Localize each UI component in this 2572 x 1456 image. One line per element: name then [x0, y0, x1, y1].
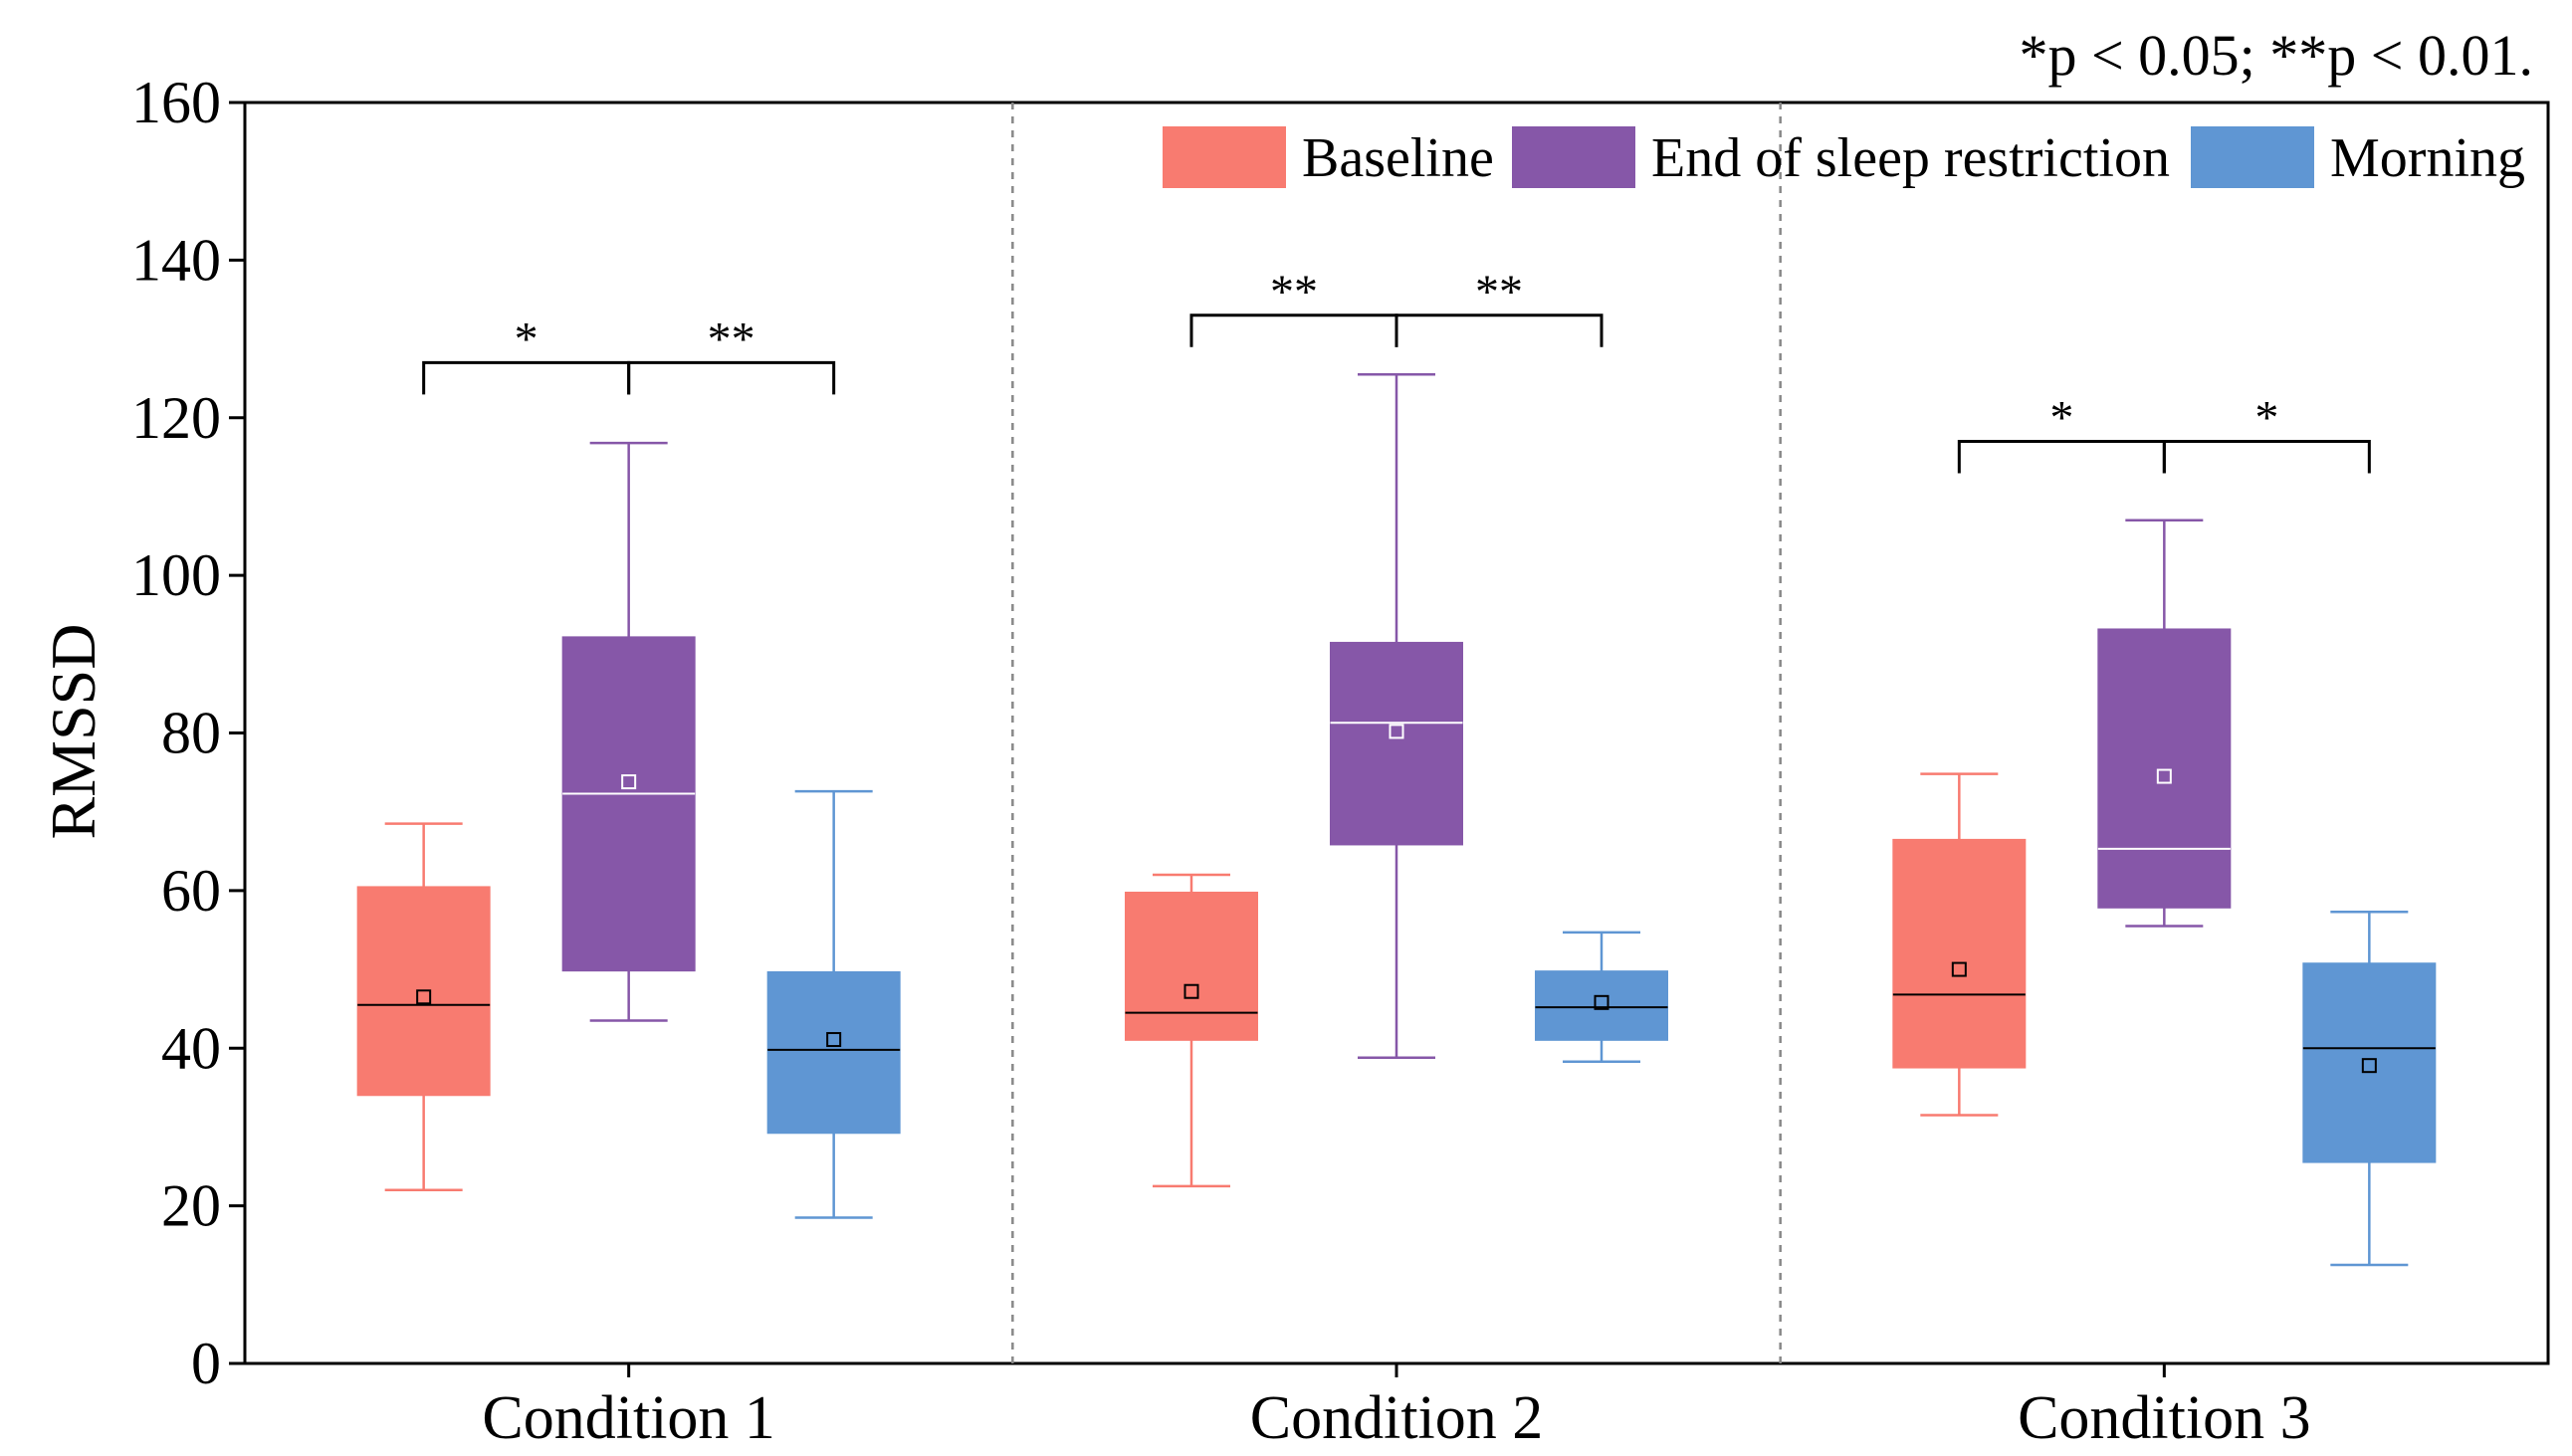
mean-marker	[1951, 961, 1967, 977]
bracket-line	[1394, 313, 1604, 347]
box-0-0	[356, 822, 491, 1192]
box-2-0	[766, 789, 901, 1219]
significance-note: *p < 0.05; **p < 0.01.	[2019, 23, 2533, 88]
x-category-label: Condition 1	[482, 1384, 775, 1452]
legend-swatch	[1163, 126, 1286, 188]
legend-item: Baseline	[1163, 126, 1494, 189]
legend-item: Morning	[2191, 126, 2525, 189]
significance-bracket: **	[1189, 266, 1398, 347]
box-iqr	[2097, 628, 2232, 909]
significance-label: *	[2254, 392, 2278, 445]
significance-bracket: **	[627, 312, 836, 395]
legend-label: Morning	[2330, 127, 2525, 189]
significance-bracket: *	[422, 312, 631, 395]
significance-label: *	[515, 312, 538, 365]
y-tick-label: 160	[131, 70, 221, 135]
significance-bracket: *	[1957, 392, 2166, 474]
condition-dividers	[1011, 103, 1782, 1363]
legend-item: End of sleep restriction	[1512, 126, 2170, 189]
mean-marker	[2156, 768, 2172, 784]
y-tick-label: 60	[161, 858, 221, 924]
axes-group: 0 20 40 60 80 100 120 140 160 Condition 1 Conditio…	[131, 70, 2550, 1452]
significance-label: *	[2049, 392, 2073, 445]
significance-bracket: *	[2162, 392, 2371, 474]
mean-marker	[621, 774, 637, 790]
box-2-1	[1535, 931, 1668, 1063]
mean-marker	[416, 989, 432, 1005]
legend-swatch	[1512, 126, 1635, 188]
significance-label: **	[708, 312, 755, 365]
x-category-label: Condition 2	[1250, 1384, 1544, 1452]
box-iqr	[1330, 641, 1463, 846]
significance-bracket: **	[1394, 266, 1604, 347]
boxes-group	[356, 372, 2437, 1267]
bracket-line	[422, 360, 631, 395]
mean-marker	[2361, 1058, 2377, 1074]
mean-marker	[826, 1032, 842, 1048]
y-tick-label: 0	[191, 1331, 221, 1396]
y-tick-label: 140	[131, 227, 221, 293]
y-axis-label: RMSSD	[38, 624, 108, 840]
significance-label: **	[1475, 266, 1523, 318]
mean-marker	[1183, 983, 1199, 999]
bracket-line	[2162, 440, 2371, 474]
y-tick-label: 20	[161, 1173, 221, 1239]
mean-marker	[1594, 994, 1609, 1010]
box-iqr	[1535, 970, 1668, 1041]
y-tick-label: 80	[161, 701, 221, 766]
bracket-line	[627, 360, 836, 395]
box-0-1	[1125, 873, 1258, 1188]
bracket-line	[1957, 440, 2166, 474]
y-tick-label: 120	[131, 385, 221, 451]
box-0-2	[1892, 772, 2027, 1117]
bracket-line	[1189, 313, 1398, 347]
significance-group: * **** *** *	[422, 266, 2371, 474]
box-1-2	[2097, 519, 2232, 928]
box-2-2	[2302, 911, 2437, 1267]
significance-label: **	[1270, 266, 1318, 318]
box-1-1	[1330, 372, 1463, 1060]
y-tick-label: 40	[161, 1015, 221, 1081]
box-iqr	[766, 970, 901, 1135]
y-tick-label: 100	[131, 542, 221, 608]
box-iqr	[1125, 891, 1258, 1041]
box-iqr	[561, 636, 696, 972]
legend-label: Baseline	[1302, 127, 1494, 189]
box-iqr	[2302, 962, 2437, 1163]
legend: Baseline End of sleep restriction Morning	[1163, 126, 2525, 189]
x-category-label: Condition 3	[2018, 1384, 2311, 1452]
mean-marker	[1389, 724, 1404, 739]
box-1-0	[561, 441, 696, 1022]
legend-label: End of sleep restriction	[1651, 127, 2170, 189]
box-iqr	[1892, 838, 2027, 1069]
legend-swatch	[2191, 126, 2314, 188]
